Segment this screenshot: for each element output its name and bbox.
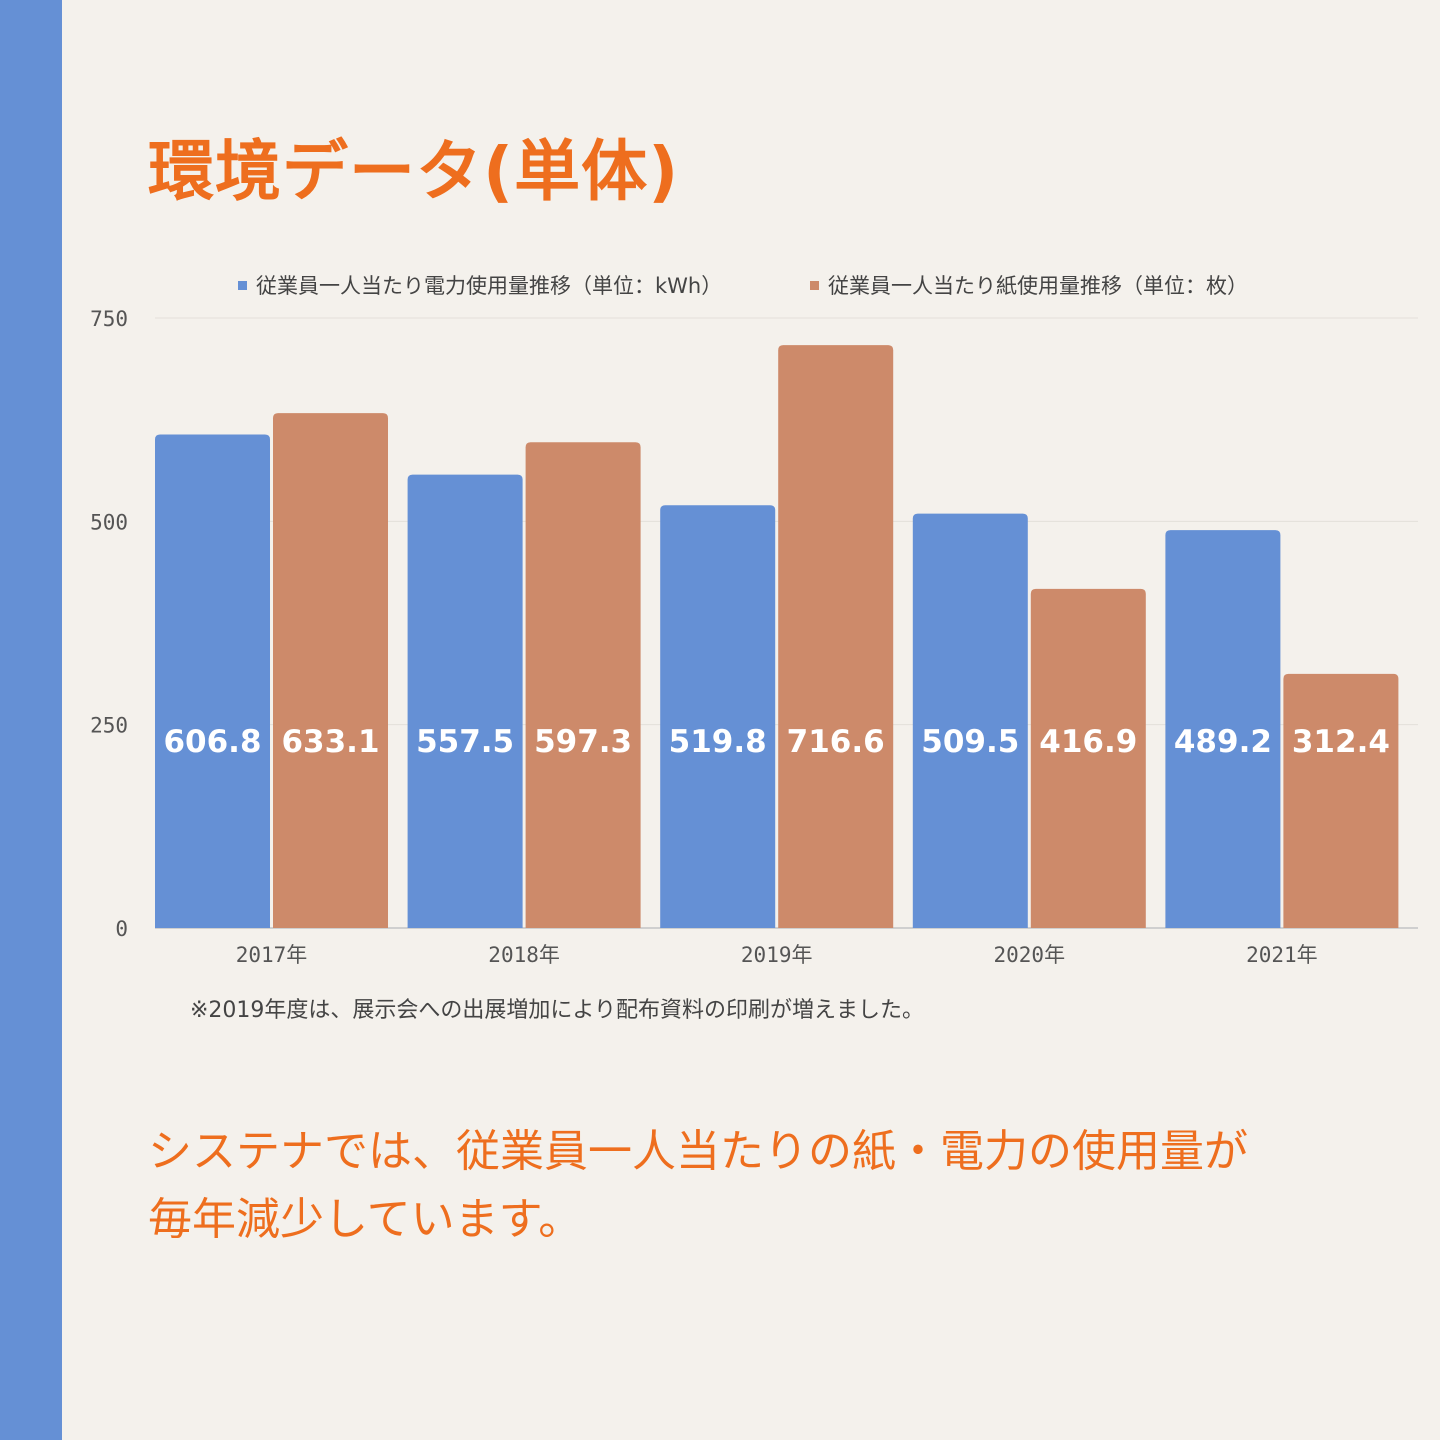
y-tick-label: 250 [90, 714, 128, 738]
bar-series2-1 [273, 413, 388, 928]
bar-series1-2 [407, 474, 523, 928]
bar-series1-3 [660, 505, 776, 928]
data-label: 597.3 [534, 724, 632, 760]
x-axis-categories: 2017年 2018年 2019年 2020年 2021年 [236, 943, 1318, 967]
summary-line-2: 毎年減少しています。 [148, 1194, 583, 1245]
x-category-label: 2017年 [236, 943, 308, 967]
data-labels: 606.8 633.1 557.5 597.3 519.8 716.6 509.5 416.9… [163, 724, 1389, 760]
data-label: 312.4 [1292, 724, 1390, 760]
y-tick-label: 500 [90, 510, 128, 534]
x-category-label: 2018年 [488, 943, 560, 967]
summary-line-1: システナでは、従業員一人当たりの紙・電力の使用量が [148, 1126, 1248, 1177]
data-label: 489.2 [1174, 724, 1272, 760]
bar-series2-3 [778, 345, 894, 928]
legend-label-1: 従業員一人当たり電力使用量推移（単位：kWh） [256, 274, 722, 298]
x-category-label: 2019年 [741, 943, 813, 967]
y-axis-ticks: 0 250 500 750 [90, 307, 128, 941]
summary-text: システナでは、従業員一人当たりの紙・電力の使用量が 毎年減少しています。 [148, 1118, 1398, 1254]
legend-swatch-1 [238, 281, 247, 290]
bar-series2-5 [1283, 673, 1399, 928]
legend-swatch-2 [810, 281, 819, 290]
bar-series2-4 [1030, 588, 1146, 928]
y-tick-label: 750 [90, 307, 128, 331]
data-label: 716.6 [787, 724, 885, 760]
data-label: 633.1 [281, 724, 379, 760]
y-tick-label: 0 [115, 917, 128, 941]
bar-series1-5 [1165, 530, 1281, 928]
page-title: 環境データ(単体) [148, 133, 680, 210]
bars [155, 345, 1399, 928]
data-label: 606.8 [163, 724, 261, 760]
data-label: 416.9 [1039, 724, 1137, 760]
legend: 従業員一人当たり電力使用量推移（単位：kWh） 従業員一人当たり紙使用量推移（単位… [238, 274, 1248, 298]
bar-series2-2 [525, 442, 641, 928]
side-accent-bar [0, 0, 62, 1440]
bar-series1-4 [912, 513, 1028, 928]
data-label: 557.5 [416, 724, 514, 760]
x-category-label: 2021年 [1246, 943, 1318, 967]
footnote: ※2019年度は、展示会への出展増加により配布資料の印刷が増えました。 [190, 998, 924, 1023]
data-label: 509.5 [921, 724, 1019, 760]
bar-series1-1 [155, 434, 270, 928]
x-category-label: 2020年 [994, 943, 1066, 967]
data-label: 519.8 [669, 724, 767, 760]
legend-label-2: 従業員一人当たり紙使用量推移（単位：枚） [828, 274, 1248, 298]
